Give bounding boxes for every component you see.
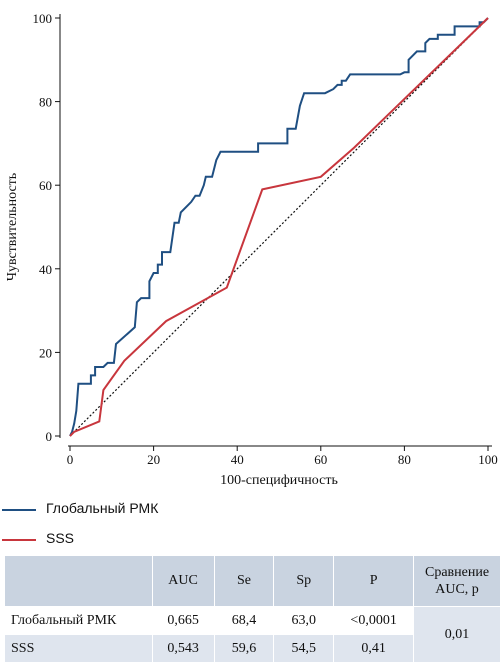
table-row: Глобальный РМК 0,665 68,4 63,0 <0,0001 0… <box>4 606 501 663</box>
row-name: SSS <box>4 634 153 663</box>
legend-swatch-global <box>2 509 36 511</box>
ticks: 0 20 40 60 80 100 0 20 40 60 80 100 <box>33 11 498 467</box>
y-tick-label: 100 <box>33 11 53 26</box>
roc-chart: 0 20 40 60 80 100 0 20 40 60 80 100 100-специфичнос… <box>5 11 498 488</box>
x-axis-title: 100-специфичность <box>220 473 338 488</box>
x-tick-label: 0 <box>67 452 74 467</box>
axes <box>59 14 492 447</box>
y-tick-label: 40 <box>39 262 52 277</box>
cell-sp: 54,5 <box>273 634 335 663</box>
cell-se: 59,6 <box>213 634 275 663</box>
cell-comparison: 0,01 <box>413 606 501 663</box>
header-empty <box>4 555 153 607</box>
x-tick-label: 20 <box>147 452 160 467</box>
header-p: P <box>333 555 415 607</box>
x-tick-label: 80 <box>398 452 411 467</box>
legend-label-sss: SSS <box>46 530 75 546</box>
y-tick-label: 80 <box>39 95 52 110</box>
stats-table: AUC Se Sp P Сравнение AUC, p Глобальный … <box>4 555 501 663</box>
legend-item-sss: SSS <box>0 526 503 556</box>
y-tick-label: 60 <box>39 178 52 193</box>
y-axis-title: Чувствительность <box>5 173 20 281</box>
y-tick-label: 20 <box>39 345 52 360</box>
diagonal-line <box>69 17 489 437</box>
header-comparison: Сравнение AUC, p <box>413 555 501 607</box>
legend-swatch-sss <box>2 539 36 541</box>
legend: Глобальный РМК SSS <box>0 496 503 556</box>
header-comparison-line2: AUC, p <box>435 582 479 597</box>
reference-diagonal <box>69 17 489 437</box>
cell-sp: 63,0 <box>273 606 335 635</box>
cell-se: 68,4 <box>213 606 275 635</box>
legend-label-global: Глобальный РМК <box>46 500 159 516</box>
x-tick-label: 100 <box>478 452 498 467</box>
y-tick-label: 0 <box>46 429 53 444</box>
header-sp: Sp <box>273 555 335 607</box>
header-comparison-line1: Сравнение <box>424 565 490 580</box>
table-row: SSS 0,543 59,6 54,5 0,41 <box>4 634 501 663</box>
series-line-sss <box>69 17 489 437</box>
cell-p: 0,41 <box>333 634 415 663</box>
x-tick-label: 40 <box>231 452 244 467</box>
series-line-global <box>69 17 489 437</box>
cell-p: <0,0001 <box>333 606 415 635</box>
header-se: Se <box>213 555 275 607</box>
cell-auc: 0,543 <box>151 634 215 663</box>
table-header-row: AUC Se Sp P Сравнение AUC, p <box>4 555 501 607</box>
row-name: Глобальный РМК <box>4 606 153 635</box>
legend-item-global: Глобальный РМК <box>0 496 503 526</box>
header-auc: AUC <box>151 555 215 607</box>
series <box>69 17 489 437</box>
cell-auc: 0,665 <box>151 606 215 635</box>
x-tick-label: 60 <box>314 452 327 467</box>
